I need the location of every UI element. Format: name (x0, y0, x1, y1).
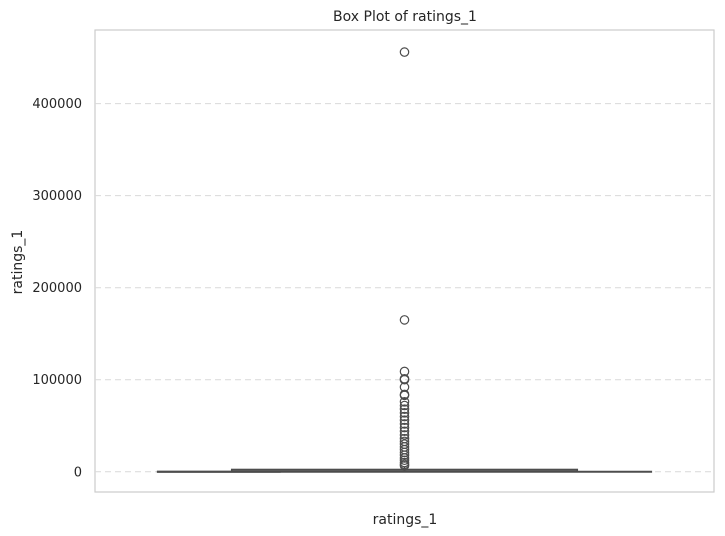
y-tick-label: 200000 (32, 281, 82, 296)
x-axis-label: ratings_1 (373, 512, 438, 528)
outlier-point (399, 47, 410, 57)
y-tick-label: 400000 (32, 97, 82, 112)
y-axis-label: ratings_1 (10, 230, 26, 295)
outlier-point (399, 411, 410, 422)
outlier-point (399, 374, 410, 385)
plot-frame (94, 29, 715, 493)
outlier-point (399, 404, 410, 414)
outlier-point (399, 397, 410, 407)
outlier-point (399, 408, 410, 418)
y-tick-label: 300000 (32, 189, 82, 204)
y-tick-label: 0 (74, 465, 82, 480)
outlier-point (399, 450, 410, 460)
outlier-point (399, 422, 410, 433)
chart-title: Box Plot of ratings_1 (333, 9, 477, 25)
y-tick-label: 100000 (32, 373, 82, 388)
outlier-point (399, 400, 410, 411)
outlier-point (399, 460, 410, 471)
outlier-point (399, 426, 410, 437)
outlier-point (399, 315, 410, 325)
outlier-point (399, 419, 410, 429)
outlier-point (399, 430, 410, 440)
outlier-point (399, 390, 410, 401)
outlier-point (399, 415, 410, 426)
